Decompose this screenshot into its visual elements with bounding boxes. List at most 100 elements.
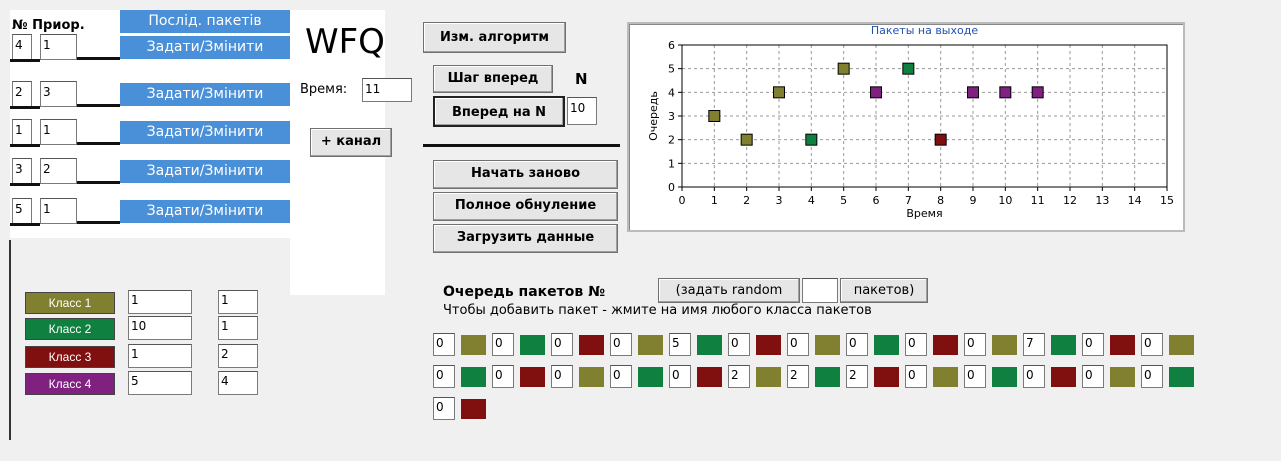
class-weight[interactable]: 5 [128, 371, 192, 395]
packet-input[interactable]: 0 [433, 397, 455, 420]
packet-input[interactable]: 0 [433, 365, 455, 388]
marker [708, 110, 721, 122]
packet-input[interactable]: 0 [905, 365, 927, 388]
channel-line [10, 59, 40, 62]
load-data-button[interactable]: Загрузить данные [433, 224, 618, 253]
packet-square [933, 367, 958, 387]
packets-button[interactable]: пакетов) [840, 278, 928, 303]
packet-square [874, 335, 899, 355]
packet-input[interactable]: 0 [551, 365, 573, 388]
add-channel-button[interactable]: + канал [310, 128, 392, 157]
packet-input[interactable]: 0 [551, 333, 573, 356]
packet-input[interactable]: 0 [610, 333, 632, 356]
marker [999, 86, 1012, 99]
packet-input[interactable]: 0 [905, 333, 927, 356]
prior-label: № Приор. [12, 18, 85, 33]
class-queue[interactable]: 4 [218, 371, 258, 395]
channel-button[interactable]: Задати/Змінити [120, 36, 290, 59]
packet-square [1169, 335, 1194, 355]
packet-input[interactable]: 0 [846, 333, 868, 356]
packet-square [461, 399, 486, 419]
class-queue[interactable]: 2 [218, 344, 258, 368]
channel-number[interactable]: 1 [12, 119, 32, 145]
change-algorithm-button[interactable]: Изм. алгоритм [423, 22, 566, 53]
packet-square [461, 367, 486, 387]
packet-input[interactable]: 7 [1023, 333, 1045, 356]
class-button[interactable]: Класс 4 [25, 373, 115, 395]
channel-number[interactable]: 3 [12, 158, 32, 184]
chart-frame: Пакеты на выходе 0 1 2 3 4 5 6 7 8 9 10 11 12 13 14 15 0 1… [627, 22, 1185, 232]
chart-title: Пакеты на выходе [871, 24, 978, 37]
class-weight[interactable]: 1 [128, 290, 192, 314]
random-button[interactable]: (задать random [658, 278, 800, 303]
channel-number[interactable]: 5 [12, 198, 32, 224]
packet-input[interactable]: 0 [1141, 333, 1163, 356]
x-tick-label: 9 [970, 194, 977, 207]
n-label: N [575, 70, 588, 88]
channel-button[interactable]: Задати/Змінити [120, 121, 290, 144]
channel-priority[interactable]: 1 [40, 198, 77, 224]
packet-input[interactable]: 0 [964, 365, 986, 388]
class-weight[interactable]: 1 [128, 344, 192, 368]
packet-input[interactable]: 2 [787, 365, 809, 388]
packet-input[interactable]: 0 [1023, 365, 1045, 388]
forward-n-button[interactable]: Вперед на N [433, 96, 565, 127]
packet-input[interactable]: 0 [610, 365, 632, 388]
class-button[interactable]: Класс 2 [25, 318, 115, 340]
marker [870, 86, 882, 99]
x-axis-label: Время [906, 207, 942, 220]
packet-input[interactable]: 0 [1082, 333, 1104, 356]
channel-button[interactable]: Задати/Змінити [120, 83, 290, 106]
channel-priority[interactable]: 1 [40, 119, 77, 145]
packet-input[interactable]: 0 [1141, 365, 1163, 388]
random-count-input[interactable] [802, 278, 838, 303]
channel-line [77, 221, 120, 224]
packet-square [520, 367, 545, 387]
sequence-button[interactable]: Послід. пакетів [120, 10, 290, 33]
channel-line [10, 106, 40, 109]
packet-input[interactable]: 5 [669, 333, 691, 356]
channel-line [77, 104, 120, 107]
packet-input[interactable]: 0 [964, 333, 986, 356]
packet-input[interactable]: 0 [1082, 365, 1104, 388]
packet-input[interactable]: 0 [492, 333, 514, 356]
step-forward-button[interactable]: Шаг вперед [433, 65, 553, 93]
time-label: Время: [300, 82, 348, 97]
y-axis-label: Очередь [647, 91, 660, 141]
packet-square [697, 335, 722, 355]
packet-square [520, 335, 545, 355]
packet-input[interactable]: 2 [846, 365, 868, 388]
packet-input[interactable]: 0 [728, 333, 750, 356]
packet-square [933, 335, 958, 355]
channel-button[interactable]: Задати/Змінити [120, 160, 290, 183]
packet-input[interactable]: 0 [492, 365, 514, 388]
packet-input[interactable]: 0 [433, 333, 455, 356]
time-input[interactable]: 11 [362, 78, 412, 102]
channel-priority[interactable]: 1 [40, 34, 77, 60]
x-tick-label: 7 [905, 194, 912, 207]
class-queue[interactable]: 1 [218, 290, 258, 314]
queue-hint: Чтобы добавить пакет - жмите на имя любо… [443, 303, 872, 318]
channel-priority[interactable]: 2 [40, 158, 77, 184]
packet-input[interactable]: 0 [669, 365, 691, 388]
class-button[interactable]: Класс 1 [25, 292, 115, 314]
packet-input[interactable]: 0 [787, 333, 809, 356]
restart-button[interactable]: Начать заново [433, 160, 618, 189]
channel-line [10, 223, 40, 226]
class-queue[interactable]: 1 [218, 316, 258, 340]
channel-number[interactable]: 4 [12, 34, 32, 60]
packet-square [638, 367, 663, 387]
x-tick-label: 11 [1031, 194, 1045, 207]
class-button[interactable]: Класс 3 [25, 346, 115, 368]
n-input[interactable]: 10 [567, 97, 597, 125]
channel-button[interactable]: Задати/Змінити [120, 200, 290, 223]
channel-priority[interactable]: 3 [40, 81, 77, 107]
channel-number[interactable]: 2 [12, 81, 32, 107]
full-reset-button[interactable]: Полное обнуление [433, 192, 618, 221]
packet-square [874, 367, 899, 387]
wfq-title: WFQ [305, 22, 385, 62]
class-weight[interactable]: 10 [128, 316, 192, 340]
packet-input[interactable]: 2 [728, 365, 750, 388]
packet-square [579, 367, 604, 387]
